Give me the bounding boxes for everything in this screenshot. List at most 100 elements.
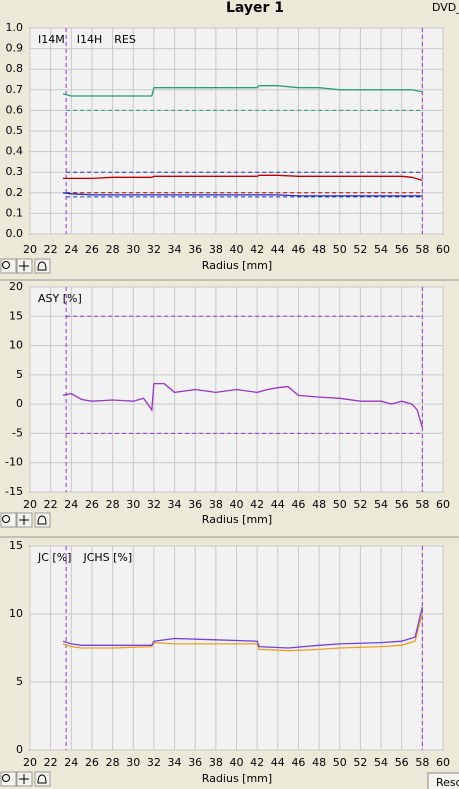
x-tick-label: 36: [188, 243, 202, 256]
x-tick-label: 48: [312, 498, 326, 511]
zoom-icon: [2, 515, 10, 523]
y-tick-label: 0.2: [6, 186, 24, 199]
crosshair-icon: [19, 261, 29, 271]
x-tick-label: 32: [147, 243, 161, 256]
x-tick-label: 30: [126, 756, 140, 769]
y-tick-label: 0: [16, 397, 23, 410]
x-tick-label: 38: [209, 498, 223, 511]
y-tick-label: 0.5: [6, 124, 24, 137]
y-tick-label: 10: [9, 607, 23, 620]
x-tick-label: 42: [250, 756, 264, 769]
data-line: [63, 174, 423, 182]
x-tick-label: 40: [230, 243, 244, 256]
hand-icon: [37, 774, 47, 784]
x-tick-label: 22: [44, 243, 58, 256]
y-tick-label: 10: [9, 339, 23, 352]
toolbar-button[interactable]: [0, 258, 17, 274]
x-tick-label: 44: [271, 243, 285, 256]
x-tick-label: 44: [271, 498, 285, 511]
y-tick-label: 0.3: [6, 165, 24, 178]
y-tick-label: 0.4: [6, 145, 24, 158]
button-label[interactable]: Reso: [436, 776, 459, 789]
x-tick-label: 24: [64, 756, 78, 769]
legend-label: ASY [%]: [38, 292, 82, 305]
x-tick-label: 58: [415, 243, 429, 256]
x-tick-label: 52: [353, 498, 367, 511]
y-tick-label: 0.1: [6, 206, 24, 219]
toolbar-button[interactable]: [0, 512, 17, 528]
x-tick-label: 26: [85, 756, 99, 769]
x-tick-label: 32: [147, 756, 161, 769]
x-tick-label: 38: [209, 243, 223, 256]
x-tick-label: 34: [168, 756, 182, 769]
data-line: [62, 192, 423, 197]
x-tick-label: 42: [250, 498, 264, 511]
x-tick-label: 38: [209, 756, 223, 769]
data-line: [62, 607, 423, 649]
y-tick-label: 15: [9, 309, 23, 322]
toolbar-button[interactable]: [0, 771, 17, 787]
x-tick-label: 24: [64, 498, 78, 511]
x-axis-label: Radius [mm]: [202, 259, 272, 272]
zoom-icon: [2, 261, 10, 269]
x-tick-label: 40: [230, 498, 244, 511]
y-tick-label: 0.8: [6, 62, 24, 75]
x-tick-label: 30: [126, 498, 140, 511]
x-tick-label: 50: [333, 243, 347, 256]
legend-label: I14H: [77, 33, 103, 46]
legend-label: RES: [114, 33, 136, 46]
x-tick-label: 46: [291, 498, 305, 511]
x-tick-label: 54: [374, 243, 388, 256]
x-tick-label: 20: [23, 756, 37, 769]
tab-label: DVD_: [432, 1, 459, 14]
x-tick-label: 22: [44, 756, 58, 769]
toolbar-button[interactable]: [34, 512, 51, 528]
button[interactable]: [427, 772, 459, 789]
toolbar-button[interactable]: [34, 771, 51, 787]
toolbar-button[interactable]: [34, 258, 51, 274]
y-tick-label: 1.0: [6, 21, 24, 34]
window-title: Layer 1: [226, 0, 284, 16]
x-tick-label: 48: [312, 756, 326, 769]
legend-label: I14M: [38, 33, 65, 46]
x-tick-label: 36: [188, 498, 202, 511]
x-tick-label: 48: [312, 243, 326, 256]
x-tick-label: 54: [374, 756, 388, 769]
y-tick-label: 20: [9, 280, 23, 293]
x-axis-label: Radius [mm]: [202, 513, 272, 526]
y-tick-label: 0: [16, 743, 23, 756]
y-tick-label: 0.0: [6, 227, 24, 240]
y-tick-label: -5: [12, 426, 23, 439]
x-tick-label: 50: [333, 756, 347, 769]
y-tick-label: 0.7: [6, 83, 24, 96]
x-axis-label: Radius [mm]: [202, 772, 272, 785]
y-tick-label: 0.9: [6, 42, 24, 55]
data-line: [62, 85, 423, 97]
hand-icon: [37, 515, 47, 525]
legend-label: JCHS [%]: [82, 551, 132, 564]
data-line: [62, 613, 423, 652]
x-tick-label: 20: [23, 243, 37, 256]
y-tick-label: -15: [5, 485, 23, 498]
x-tick-label: 32: [147, 498, 161, 511]
x-tick-label: 46: [291, 756, 305, 769]
x-tick-label: 60: [436, 756, 450, 769]
x-tick-label: 44: [271, 756, 285, 769]
legend-label: JC [%]: [37, 551, 71, 564]
x-tick-label: 52: [353, 756, 367, 769]
x-tick-label: 40: [230, 756, 244, 769]
x-tick-label: 28: [106, 756, 120, 769]
x-tick-label: 52: [353, 243, 367, 256]
x-tick-label: 56: [395, 756, 409, 769]
x-tick-label: 30: [126, 243, 140, 256]
x-tick-label: 26: [85, 498, 99, 511]
x-tick-label: 20: [23, 498, 37, 511]
x-tick-label: 58: [415, 756, 429, 769]
x-tick-label: 54: [374, 498, 388, 511]
x-tick-label: 46: [291, 243, 305, 256]
x-tick-label: 36: [188, 756, 202, 769]
x-tick-label: 22: [44, 498, 58, 511]
y-tick-label: 5: [16, 368, 23, 381]
